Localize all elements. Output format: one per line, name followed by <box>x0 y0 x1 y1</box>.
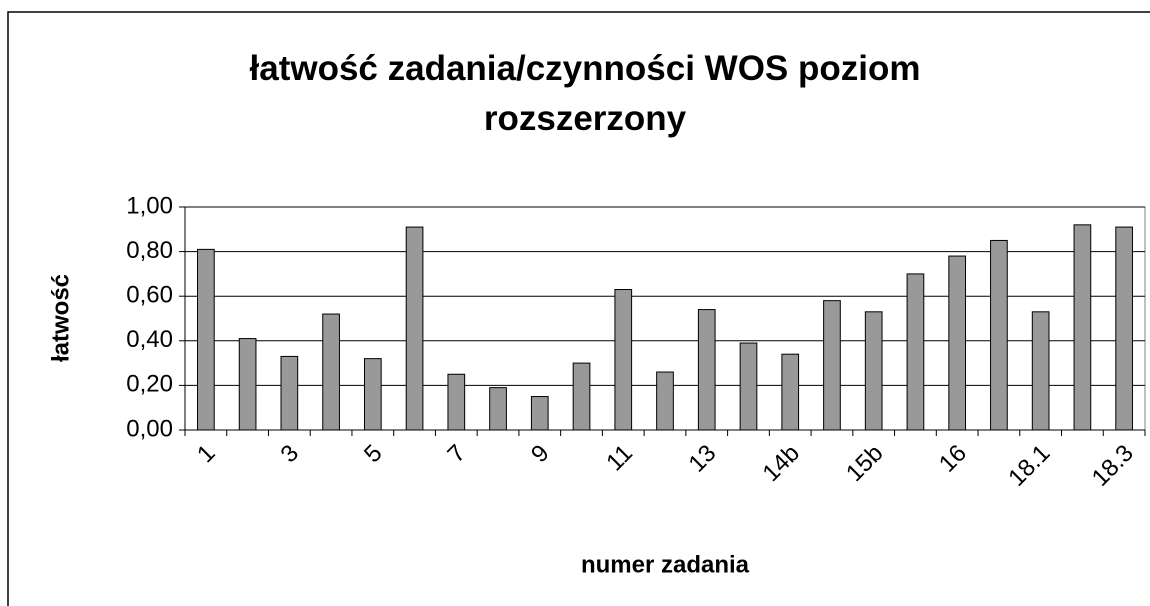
x-tick-label: 18.3 <box>1087 440 1139 492</box>
bar <box>823 300 841 431</box>
x-tick-label: 3 <box>276 440 305 469</box>
y-tick-label: 0,40 <box>126 326 173 353</box>
y-tick-label: 0,20 <box>126 371 173 398</box>
bar <box>322 313 340 431</box>
bar <box>530 396 549 431</box>
bar <box>1073 224 1092 431</box>
bar <box>614 289 633 431</box>
x-axis-label: numer zadania <box>581 551 750 578</box>
bar <box>990 239 1008 431</box>
bar <box>447 373 466 431</box>
chart-title: łatwość zadania/czynności WOS poziom roz… <box>249 49 921 138</box>
bar <box>405 226 424 431</box>
bar <box>697 309 716 431</box>
x-tick-label: 1 <box>192 440 221 469</box>
y-tick-label: 0,00 <box>126 415 173 442</box>
bar <box>238 338 257 431</box>
bar <box>572 362 591 431</box>
y-tick-label: 0,60 <box>126 282 173 309</box>
bar <box>363 358 382 431</box>
x-tick-label: 7 <box>442 440 471 469</box>
bar <box>864 311 883 431</box>
bar <box>656 371 674 431</box>
x-tick-label: 5 <box>359 440 388 469</box>
bar <box>739 342 758 431</box>
y-tick-label: 1,00 <box>126 192 173 219</box>
y-tick-label: 0,80 <box>126 237 173 264</box>
bar <box>906 273 925 431</box>
x-tick-label: 16 <box>934 440 972 478</box>
bar <box>197 248 215 431</box>
x-tick-label: 9 <box>526 440 555 469</box>
bar <box>1115 226 1133 431</box>
y-axis-label: łatwość <box>47 274 74 362</box>
x-tick-label: 11 <box>601 440 638 477</box>
bar <box>280 355 299 431</box>
chart-border <box>7 11 1150 606</box>
x-tick-label: 15b <box>841 440 888 487</box>
bar <box>489 387 507 431</box>
bar <box>1031 311 1050 431</box>
bar <box>781 353 800 431</box>
x-tick-label: 14b <box>758 440 805 487</box>
bar <box>948 255 967 431</box>
x-tick-label: 13 <box>683 440 721 478</box>
x-tick-label: 18.1 <box>1003 440 1055 492</box>
